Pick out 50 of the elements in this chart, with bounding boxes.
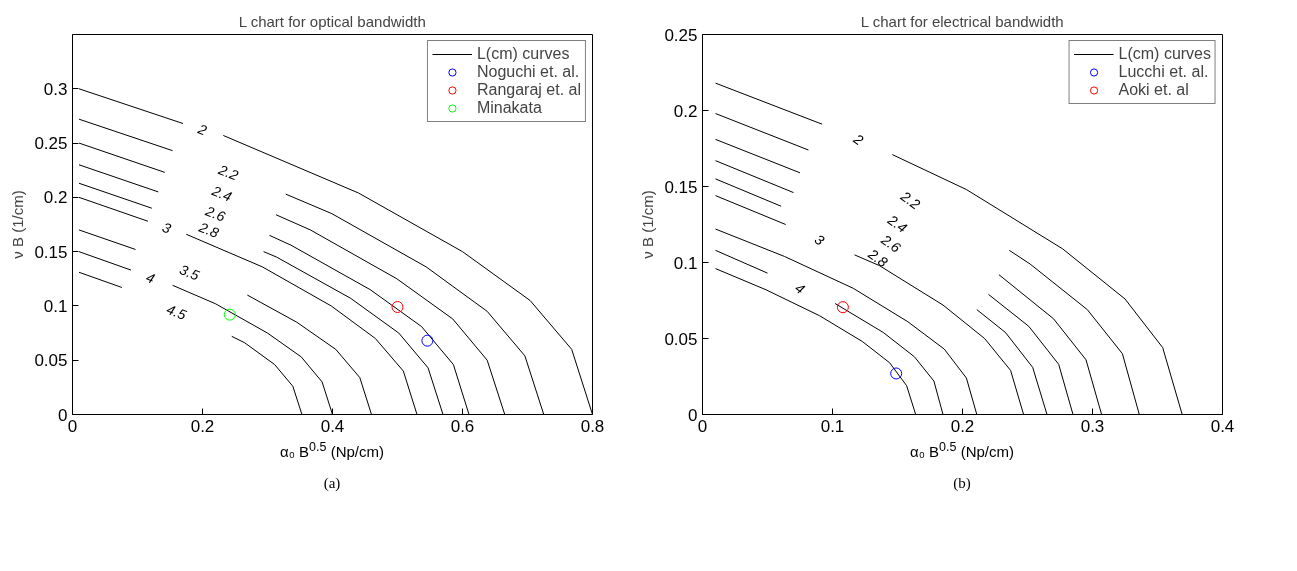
annotation: 3 — [811, 230, 828, 249]
annotation: 2.4 — [209, 182, 235, 205]
annotation: 3.5 — [177, 261, 202, 284]
annotation: 2.2 — [215, 160, 241, 184]
annotation: 2 — [194, 120, 210, 139]
text: (a) — [323, 474, 341, 493]
legend-label: Noguchi et. al. — [476, 63, 580, 81]
line-series — [715, 268, 917, 415]
y-tick-label: 0.3 — [43, 79, 68, 99]
y-tick-label: 0.25 — [34, 134, 68, 154]
x-tick-label: 0.3 — [1080, 416, 1105, 436]
x-tick-label: 0.2 — [190, 416, 215, 436]
annotation: 4.5 — [164, 300, 189, 324]
text: (b) — [953, 474, 971, 493]
point — [223, 308, 236, 321]
legend-label: Lucchi et. al. — [1118, 63, 1209, 81]
x-tick-label: 0.6 — [450, 416, 475, 436]
y-tick-label: 0.15 — [34, 242, 68, 262]
annotation: 4 — [143, 268, 158, 287]
annotation: 2 — [849, 130, 867, 149]
annotation: 4 — [792, 279, 808, 298]
legend-label: L(cm) curves — [1118, 45, 1211, 63]
y-tick-label: 0.05 — [34, 351, 68, 371]
y-tick-label: 0.1 — [673, 253, 698, 273]
x-axis-title: α₀ B$^{0.5}$ (Np/cm) — [910, 439, 1014, 462]
y-tick-label: 0.05 — [664, 329, 698, 349]
x-axis-title: α₀ B$^{0.5}$ (Np/cm) — [280, 439, 384, 462]
annotation: 3 — [160, 218, 174, 237]
y-tick-label: 0.25 — [664, 25, 698, 45]
point — [391, 301, 404, 313]
annotation: 2.4 — [884, 210, 911, 237]
chart-title: L chart for optical bandwidth — [238, 12, 426, 30]
annotation: 2.2 — [897, 187, 924, 213]
y-axis-title: ν B (1/cm) — [9, 190, 27, 259]
y-tick-label: 0.15 — [664, 177, 698, 197]
legend-label: Minakata — [476, 99, 542, 117]
legend-label: L(cm) curves — [476, 45, 570, 63]
y-tick-label: 0.2 — [673, 101, 698, 121]
legend-label: Aoki et. al — [1118, 81, 1189, 99]
point — [421, 334, 434, 347]
x-tick-label: 0.2 — [950, 416, 975, 436]
legend-label: Rangaraj et. al — [476, 81, 581, 99]
y-tick-label: 0.1 — [43, 296, 68, 316]
chart-title: L chart for electrical bandwidth — [860, 12, 1064, 30]
x-tick-label: 0.1 — [820, 416, 845, 436]
y-axis-title: ν B (1/cm) — [639, 190, 657, 259]
x-tick-label: 0.4 — [1210, 416, 1235, 436]
x-tick-label: 0.8 — [580, 416, 605, 436]
y-tick-label: 0.2 — [43, 188, 68, 208]
x-tick-label: 0.4 — [320, 416, 345, 436]
